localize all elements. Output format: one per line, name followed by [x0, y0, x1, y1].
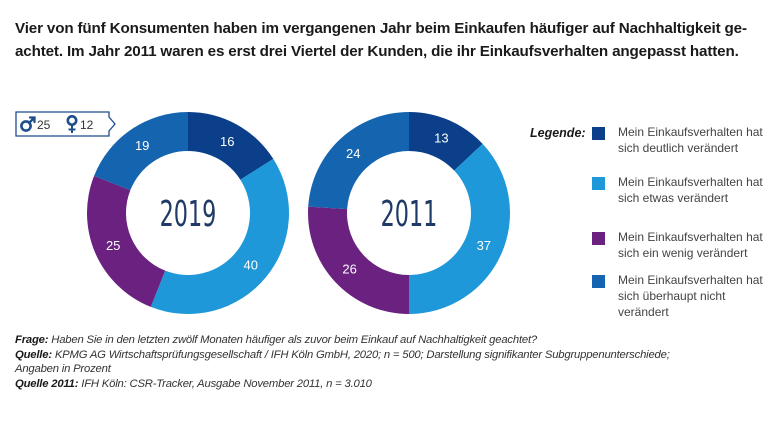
- donut-chart-2019: 16 40 25 19 2019: [86, 112, 289, 314]
- donut-segment: [409, 112, 483, 171]
- source-2011-label: Quelle 2011:: [15, 377, 79, 390]
- question-label: Frage:: [15, 334, 49, 346]
- data-label: 16: [220, 134, 234, 149]
- legend-title: Legende:: [530, 126, 586, 140]
- legend-label: Mein Einkaufsverhalten hat sich überhaup…: [618, 273, 763, 319]
- data-label: 37: [477, 238, 491, 253]
- chart-title: Vier von fünf Konsumenten haben im verga…: [15, 17, 765, 63]
- donut-center-label: 2019: [160, 194, 217, 236]
- legend-swatch: [592, 275, 605, 288]
- donut-center-label: 2011: [381, 194, 438, 236]
- data-label: 24: [346, 146, 360, 161]
- data-label: 19: [135, 138, 149, 153]
- source-note-continued: Angaben in Prozent: [15, 363, 111, 375]
- donut-segment: [86, 175, 166, 307]
- legend-label: Mein Einkaufsverhalten hat sich etwas ve…: [618, 175, 763, 205]
- question-note: Frage: Haben Sie in den letzten zwölf Mo…: [15, 333, 775, 348]
- female-symbol-icon: [66, 115, 78, 133]
- donut-chart-2011: 13 37 26 24 2011: [308, 112, 510, 314]
- source-label: Quelle:: [15, 348, 52, 361]
- source-2011-note: Quelle 2011: IFH Köln: CSR-Tracker, Ausg…: [15, 377, 775, 392]
- female-value: 12: [80, 118, 94, 132]
- data-label: 13: [434, 131, 448, 146]
- male-symbol-icon: [20, 116, 36, 132]
- gender-badge: 25 12: [15, 111, 116, 137]
- data-label: 40: [244, 257, 258, 272]
- data-label: 26: [342, 261, 356, 276]
- chart-title-line-2: achtet. Im Jahr 2011 waren es erst drei …: [15, 43, 739, 60]
- legend-swatch: [592, 177, 605, 190]
- legend-swatch: [592, 232, 605, 245]
- donut-segment: [150, 158, 289, 314]
- question-text: Haben Sie in den letzten zwölf Monaten h…: [48, 334, 537, 346]
- donut-segment: [188, 112, 274, 180]
- source-text: KPMG AG Wirtschaftsprüfungsgesellschaft …: [51, 348, 670, 361]
- donut-segment: [409, 143, 510, 314]
- donut-segment: [308, 112, 409, 210]
- male-value: 25: [37, 118, 51, 132]
- legend-swatch: [592, 127, 605, 140]
- badge-frame: [15, 111, 116, 137]
- chart-notes: Frage: Haben Sie in den letzten zwölf Mo…: [15, 333, 775, 391]
- chart-title-line-1: Vier von fünf Konsumenten haben im verga…: [15, 20, 747, 37]
- legend-label: Mein Einkaufsverhalten hat sich ein weni…: [618, 230, 763, 260]
- data-label: 25: [106, 238, 120, 253]
- source-2011-text: IFH Köln: CSR-Tracker, Ausgabe November …: [78, 377, 372, 390]
- source-note: Quelle: KPMG AG Wirtschaftsprüfungsgesel…: [15, 348, 775, 363]
- donut-segment: [94, 112, 188, 191]
- donut-segment: [308, 206, 409, 314]
- legend-label: Mein Einkaufsverhalten hat sich deutlich…: [618, 125, 763, 155]
